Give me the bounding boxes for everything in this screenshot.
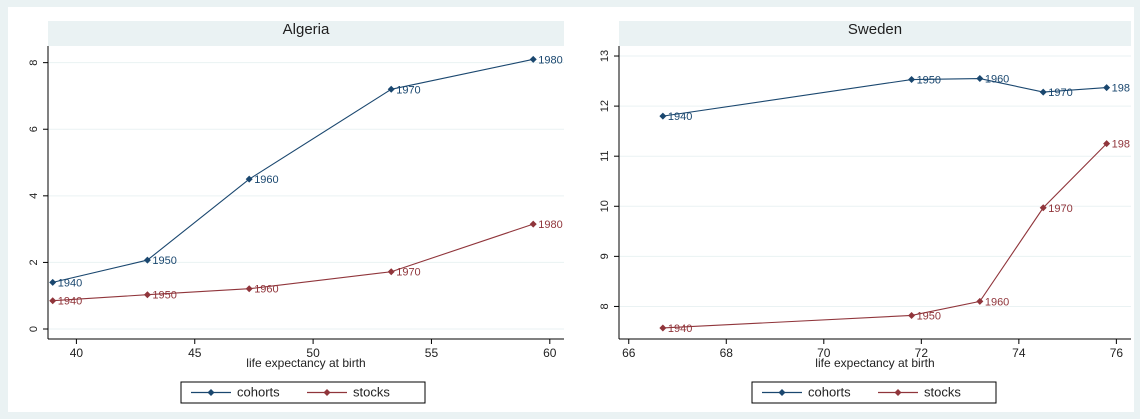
legend-label-cohorts: cohorts — [808, 385, 851, 400]
y-tick-label: 0 — [28, 326, 40, 332]
legend-marker-stocks — [894, 389, 902, 396]
x-tick-label: 74 — [1012, 346, 1026, 360]
panel-title: Algeria — [283, 21, 330, 38]
data-point-cohorts — [1103, 84, 1111, 92]
plot-area — [48, 46, 564, 339]
data-point-cohorts — [245, 175, 253, 183]
data-label-stocks: 1940 — [668, 323, 692, 335]
x-tick-label: 72 — [915, 346, 929, 360]
y-tick-label: 12 — [599, 100, 611, 112]
data-point-cohorts — [976, 75, 984, 83]
legend-marker-stocks — [323, 389, 331, 396]
x-axis-label: life expectancy at birth — [815, 356, 934, 370]
legend-label-stocks: stocks — [924, 385, 961, 400]
y-tick-label: 4 — [28, 193, 40, 199]
x-axis-label: life expectancy at birth — [246, 356, 365, 370]
data-point-cohorts — [529, 55, 537, 63]
x-tick-label: 50 — [306, 346, 320, 360]
data-label-stocks: 1950 — [152, 290, 176, 302]
x-tick-label: 55 — [425, 346, 439, 360]
data-point-stocks — [1039, 204, 1047, 212]
data-label-cohorts: 1950 — [152, 255, 176, 267]
legend-box — [751, 381, 997, 404]
x-tick-label: 60 — [543, 346, 557, 360]
data-point-stocks — [1103, 140, 1111, 148]
y-tick-label: 13 — [599, 50, 611, 62]
data-point-cohorts — [1039, 88, 1047, 96]
legend-marker-cohorts — [778, 389, 786, 396]
data-label-stocks: 198 — [1112, 139, 1130, 151]
data-label-cohorts: 1940 — [668, 111, 692, 123]
data-point-cohorts — [659, 112, 667, 120]
data-point-cohorts — [49, 278, 57, 286]
y-tick-label: 6 — [28, 126, 40, 132]
data-point-cohorts — [908, 76, 916, 84]
data-point-stocks — [49, 297, 57, 305]
y-tick-label: 2 — [28, 259, 40, 265]
data-label-cohorts: 1950 — [917, 75, 941, 87]
legend-marker-cohorts — [207, 389, 215, 396]
panel-0: Algeria 0 2 4 6 8 40 45 50 55 60 life expectancy at… — [28, 21, 564, 404]
y-tick-label: 9 — [599, 253, 611, 259]
data-label-cohorts: 1970 — [1048, 87, 1072, 99]
data-label-cohorts: 198 — [1112, 83, 1130, 95]
y-tick-label: 10 — [599, 200, 611, 212]
data-point-stocks — [143, 291, 151, 299]
legend-label-cohorts: cohorts — [237, 385, 280, 400]
data-point-stocks — [387, 268, 395, 276]
panel-title: Sweden — [848, 21, 902, 38]
data-label-stocks: 1980 — [538, 219, 562, 231]
y-tick-label: 8 — [28, 60, 40, 66]
data-label-stocks: 1960 — [985, 296, 1009, 308]
x-tick-label: 68 — [720, 346, 734, 360]
data-label-cohorts: 1960 — [254, 174, 278, 186]
x-tick-label: 66 — [622, 346, 636, 360]
x-tick-label: 70 — [817, 346, 831, 360]
data-point-cohorts — [143, 256, 151, 264]
x-tick-label: 45 — [188, 346, 202, 360]
y-tick-label: 11 — [599, 150, 611, 161]
data-label-stocks: 1960 — [254, 284, 278, 296]
legend: cohorts stocks — [751, 381, 997, 404]
data-label-cohorts: 1940 — [58, 277, 82, 289]
x-tick-label: 40 — [70, 346, 84, 360]
data-label-stocks: 1970 — [396, 267, 420, 279]
y-tick-label: 8 — [599, 303, 611, 309]
panel-title-band — [619, 21, 1131, 46]
plot-area — [619, 46, 1131, 339]
data-label-cohorts: 1970 — [396, 84, 420, 96]
legend-box — [180, 381, 426, 404]
panel-1: Sweden 8 9 10 11 12 13 66 68 70 72 74 76 life expecta… — [599, 21, 1131, 404]
data-point-stocks — [529, 220, 537, 228]
legend-label-stocks: stocks — [353, 385, 390, 400]
data-point-stocks — [908, 311, 916, 319]
data-label-stocks: 1940 — [58, 296, 82, 308]
data-label-cohorts: 1980 — [538, 54, 562, 66]
data-point-stocks — [659, 324, 667, 332]
data-label-cohorts: 1960 — [985, 74, 1009, 86]
legend: cohorts stocks — [180, 381, 426, 404]
x-tick-label: 76 — [1110, 346, 1124, 360]
data-label-stocks: 1950 — [917, 310, 941, 322]
data-label-stocks: 1970 — [1048, 203, 1072, 215]
data-point-cohorts — [387, 85, 395, 93]
data-point-stocks — [245, 285, 253, 293]
data-point-stocks — [976, 297, 984, 305]
panel-title-band — [48, 21, 564, 46]
